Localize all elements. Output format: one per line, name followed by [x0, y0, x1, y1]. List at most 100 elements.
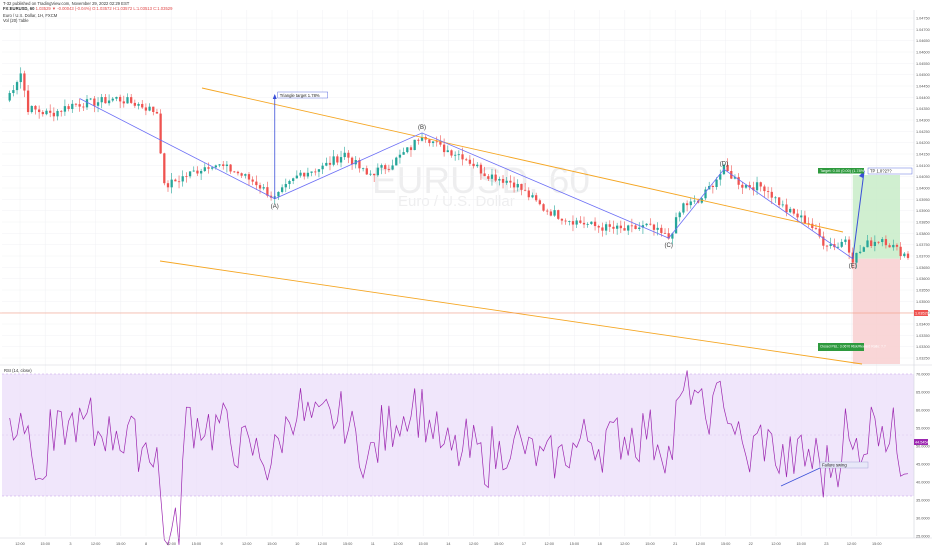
- candle-body: [571, 221, 575, 225]
- candle-body: [435, 141, 438, 143]
- candle-body: [888, 245, 891, 248]
- price-tick-label: 1.04650: [916, 39, 930, 43]
- candle-body: [704, 189, 707, 199]
- candle-body: [501, 178, 505, 183]
- candle-body: [811, 223, 814, 229]
- candle-body: [579, 220, 582, 223]
- time-tick-label: 15:00: [721, 542, 731, 546]
- candle-body: [557, 210, 560, 219]
- candle-body: [56, 110, 59, 117]
- candle-body: [104, 97, 107, 104]
- candle-body: [818, 228, 821, 237]
- candle-body: [431, 141, 435, 144]
- candle-body: [638, 227, 641, 230]
- time-tick-label: 15:00: [40, 542, 50, 546]
- tp-box: [867, 167, 913, 175]
- candle-body: [873, 241, 877, 247]
- tp-label: TP 1.0?2??: [870, 169, 892, 174]
- candle-body: [870, 240, 873, 247]
- candle-body: [807, 223, 810, 225]
- candle-body: [612, 226, 615, 229]
- candle-body: [111, 98, 114, 101]
- candle-body: [358, 160, 361, 169]
- time-tick-label: 15:00: [116, 542, 126, 546]
- candle-body: [196, 170, 199, 174]
- time-tick-label: 12:00: [91, 542, 101, 546]
- candle-body: [575, 220, 578, 225]
- candle-body: [509, 180, 512, 183]
- rsi-tick-label: 65.0000: [916, 391, 930, 395]
- candle-body: [89, 98, 92, 100]
- rsi-value-label: 44.5454: [915, 440, 929, 444]
- candle-body: [376, 167, 379, 176]
- triangle-target-box: [277, 91, 328, 99]
- candle-body: [582, 222, 586, 225]
- candle-body: [115, 96, 118, 99]
- candle-body: [546, 210, 549, 212]
- time-tick-label: 12:00: [469, 542, 479, 546]
- failure-swing-box: [819, 461, 869, 469]
- candle-body: [906, 253, 910, 258]
- time-tick-label: 15:00: [418, 542, 428, 546]
- price-tick-label: 1.03350: [916, 334, 930, 338]
- candle-body: [667, 233, 670, 239]
- candle-body: [280, 187, 284, 192]
- candle-body: [516, 183, 519, 188]
- candle-body: [744, 185, 748, 188]
- price-tick-label: 1.04550: [916, 62, 930, 66]
- price-tick-label: 1.03550: [916, 289, 930, 293]
- candle-body: [107, 100, 111, 104]
- candle-body: [641, 225, 645, 228]
- candle-body: [222, 164, 225, 167]
- candle-body: [759, 182, 762, 187]
- stop-tag: [818, 343, 864, 351]
- time-tick-label: 18: [597, 542, 601, 546]
- target-tag-label: Target: 0.00 (0.00) (1.78%): [820, 169, 866, 173]
- price-tick-label: 1.03950: [916, 198, 930, 202]
- price-tick-label: 1.04150: [916, 153, 930, 157]
- candle-body: [52, 112, 56, 117]
- candle-body: [398, 154, 402, 158]
- candle-body: [163, 153, 166, 184]
- candle-body: [306, 172, 310, 177]
- wave-label: (C): [665, 243, 673, 249]
- candle-body: [420, 136, 424, 141]
- candle-body: [778, 197, 781, 206]
- failure-swing-arrow: [780, 467, 821, 487]
- rsi-tick-label: 35.0000: [916, 499, 930, 503]
- candle-body: [251, 179, 254, 182]
- header-publish-line: T-32 published on TradingView.com, Novem…: [3, 1, 130, 6]
- candle-body: [244, 174, 247, 176]
- candle-body: [597, 226, 600, 228]
- candle-body: [328, 162, 332, 165]
- candle-body: [387, 169, 391, 170]
- candle-body: [174, 179, 177, 182]
- study-label-2: Vol (20) Table: [3, 18, 29, 23]
- candle-body: [674, 217, 678, 234]
- time-tick-label: 12:00: [242, 542, 252, 546]
- candle-body: [365, 168, 368, 175]
- candle-body: [380, 165, 383, 168]
- candle-body: [373, 173, 376, 176]
- candle-body: [590, 221, 593, 224]
- candle-body: [472, 163, 475, 167]
- candle-body: [520, 183, 523, 190]
- candle-body: [266, 187, 269, 196]
- candle-body: [512, 182, 516, 188]
- candle-body: [247, 174, 251, 180]
- candle-body: [439, 141, 442, 145]
- profit-zone: [852, 175, 900, 259]
- rsi-tick-label: 55.0000: [916, 427, 930, 431]
- price-tick-label: 1.03250: [916, 357, 930, 361]
- candle-body: [719, 174, 722, 180]
- candle-body: [568, 221, 571, 222]
- candle-body: [523, 189, 527, 191]
- candle-body: [796, 213, 799, 218]
- candle-body: [461, 154, 464, 160]
- candle-body: [255, 181, 258, 186]
- candle-body: [527, 190, 530, 198]
- price-tick-label: 1.04400: [916, 96, 930, 100]
- axes: 1.04750 1.04700 1.04650 1.04600 1.04550 1.045…: [0, 10, 932, 546]
- candle-body: [49, 110, 52, 113]
